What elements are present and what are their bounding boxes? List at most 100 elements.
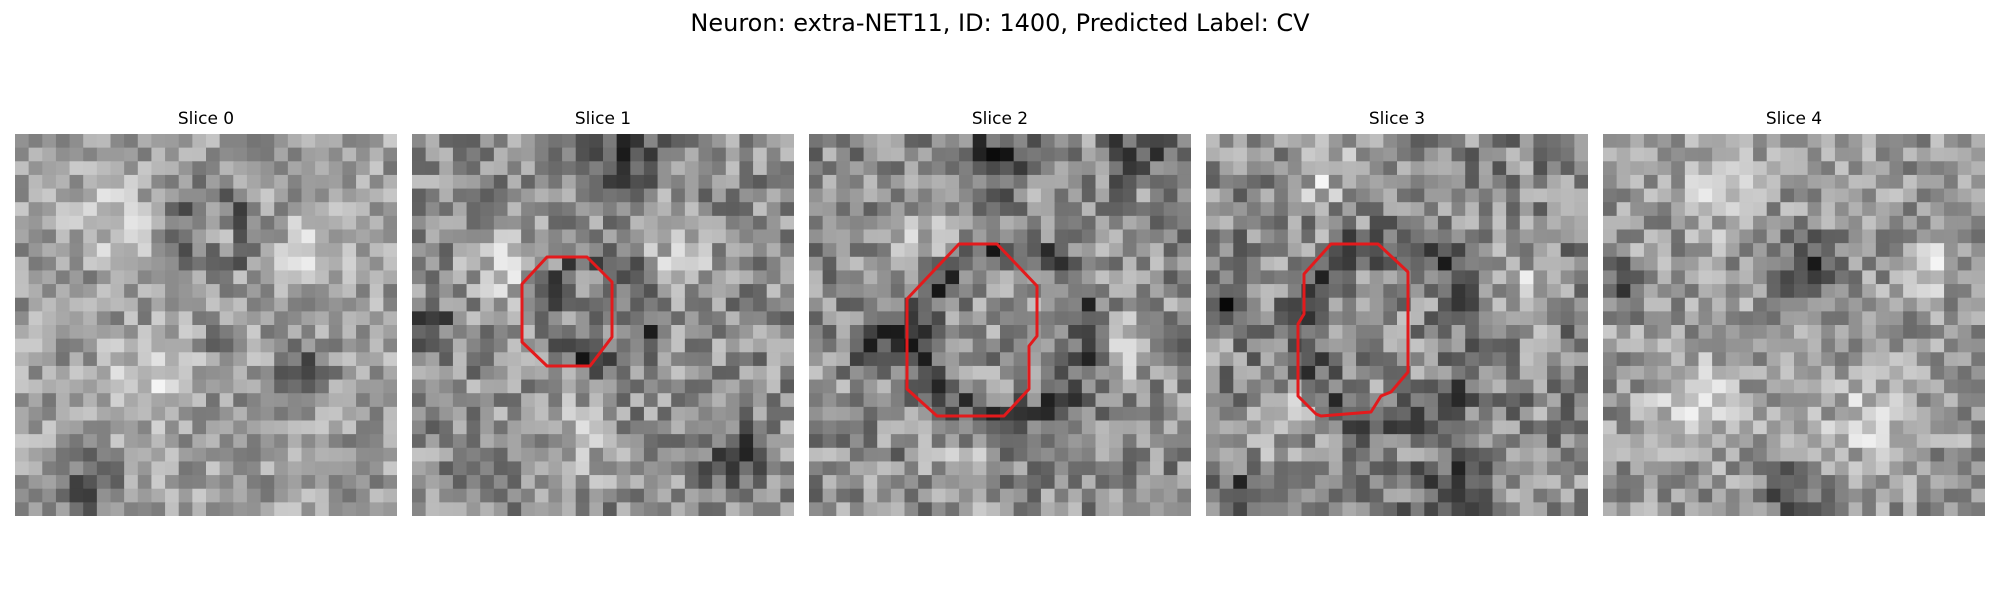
image-pixel xyxy=(1410,284,1425,299)
image-pixel xyxy=(356,447,371,463)
image-pixel xyxy=(1478,297,1494,312)
image-pixel xyxy=(124,325,139,340)
image-pixel xyxy=(69,420,84,435)
image-pixel xyxy=(589,284,604,299)
image-pixel xyxy=(1177,379,1191,394)
image-pixel xyxy=(1233,447,1248,463)
image-pixel xyxy=(287,297,303,312)
image-pixel xyxy=(562,338,577,353)
image-pixel xyxy=(83,256,98,272)
image-pixel xyxy=(1574,488,1588,503)
image-pixel xyxy=(643,256,659,272)
image-pixel xyxy=(110,243,125,258)
image-pixel xyxy=(890,434,906,449)
image-pixel xyxy=(1465,202,1480,217)
image-pixel xyxy=(1630,256,1645,272)
image-pixel xyxy=(1383,338,1398,353)
image-pixel xyxy=(1519,188,1535,203)
image-pixel xyxy=(1081,434,1097,449)
image-pixel xyxy=(616,134,631,149)
image-pixel xyxy=(83,365,98,381)
image-pixel xyxy=(712,147,727,162)
image-pixel xyxy=(959,338,974,353)
image-pixel xyxy=(822,134,837,149)
image-pixel xyxy=(1766,161,1781,176)
image-pixel xyxy=(1944,134,1959,149)
image-pixel xyxy=(1163,147,1178,162)
image-pixel xyxy=(1000,365,1015,381)
image-pixel xyxy=(1794,134,1809,149)
image-pixel xyxy=(1027,188,1042,203)
image-pixel xyxy=(1328,243,1344,258)
image-pixel xyxy=(110,270,125,285)
image-pixel xyxy=(1971,215,1985,231)
image-pixel xyxy=(246,202,262,217)
image-pixel xyxy=(630,325,645,340)
image-pixel xyxy=(1766,256,1781,272)
image-pixel xyxy=(1807,447,1822,463)
image-pixel xyxy=(246,270,262,285)
image-pixel xyxy=(534,215,550,231)
image-pixel xyxy=(1957,502,1972,516)
image-pixel xyxy=(849,352,865,367)
image-pixel xyxy=(809,393,824,408)
image-pixel xyxy=(809,406,824,422)
image-pixel xyxy=(603,147,618,162)
image-pixel xyxy=(766,325,781,340)
image-pixel xyxy=(493,406,509,422)
image-pixel xyxy=(1821,434,1836,449)
image-pixel xyxy=(1616,147,1631,162)
image-pixel xyxy=(1889,243,1904,258)
image-pixel xyxy=(110,188,125,203)
image-pixel xyxy=(616,174,631,190)
image-pixel xyxy=(42,365,57,381)
image-pixel xyxy=(616,188,631,203)
image-pixel xyxy=(507,365,522,381)
image-pixel xyxy=(287,338,303,353)
image-pixel xyxy=(1862,420,1877,435)
image-pixel xyxy=(369,256,384,272)
image-pixel xyxy=(766,270,781,285)
image-pixel xyxy=(1274,134,1289,149)
image-pixel xyxy=(1465,352,1480,367)
image-pixel xyxy=(1206,434,1221,449)
image-pixel xyxy=(124,243,139,258)
image-pixel xyxy=(425,461,440,476)
image-pixel xyxy=(1122,502,1138,516)
image-pixel xyxy=(1630,352,1645,367)
image-pixel xyxy=(1821,243,1836,258)
image-pixel xyxy=(219,147,234,162)
image-pixel xyxy=(110,365,125,381)
image-pixel xyxy=(1807,134,1822,149)
image-pixel xyxy=(534,502,550,516)
image-pixel xyxy=(1671,256,1686,272)
image-pixel xyxy=(137,311,153,326)
image-pixel xyxy=(698,134,713,149)
image-pixel xyxy=(1712,270,1727,285)
image-pixel xyxy=(1739,297,1754,312)
image-pixel xyxy=(1574,202,1588,217)
image-pixel xyxy=(233,188,248,203)
image-pixel xyxy=(780,229,794,244)
image-pixel xyxy=(904,270,919,285)
image-pixel xyxy=(931,488,947,503)
image-pixel xyxy=(1068,325,1083,340)
image-pixel xyxy=(836,325,851,340)
image-pixel xyxy=(809,325,824,340)
image-pixel xyxy=(1848,297,1863,312)
image-pixel xyxy=(1274,215,1289,231)
image-pixel xyxy=(684,311,700,326)
image-pixel xyxy=(507,475,522,490)
image-pixel xyxy=(425,311,440,326)
image-pixel xyxy=(507,161,522,176)
image-pixel xyxy=(1821,270,1836,285)
image-pixel xyxy=(1643,475,1659,490)
image-pixel xyxy=(439,229,454,244)
image-pixel xyxy=(1122,147,1138,162)
image-pixel xyxy=(945,379,960,394)
image-pixel xyxy=(83,406,98,422)
image-pixel xyxy=(1246,256,1262,272)
image-pixel xyxy=(315,352,330,367)
image-pixel xyxy=(1260,161,1275,176)
image-pixel xyxy=(1342,161,1357,176)
